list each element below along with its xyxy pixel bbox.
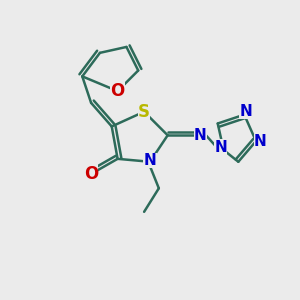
Text: N: N	[194, 128, 206, 143]
Text: N: N	[214, 140, 227, 154]
Text: O: O	[84, 165, 98, 183]
Text: O: O	[110, 82, 125, 100]
Text: N: N	[239, 104, 252, 119]
Text: N: N	[144, 153, 156, 168]
Text: S: S	[138, 103, 150, 121]
Text: N: N	[254, 134, 267, 149]
